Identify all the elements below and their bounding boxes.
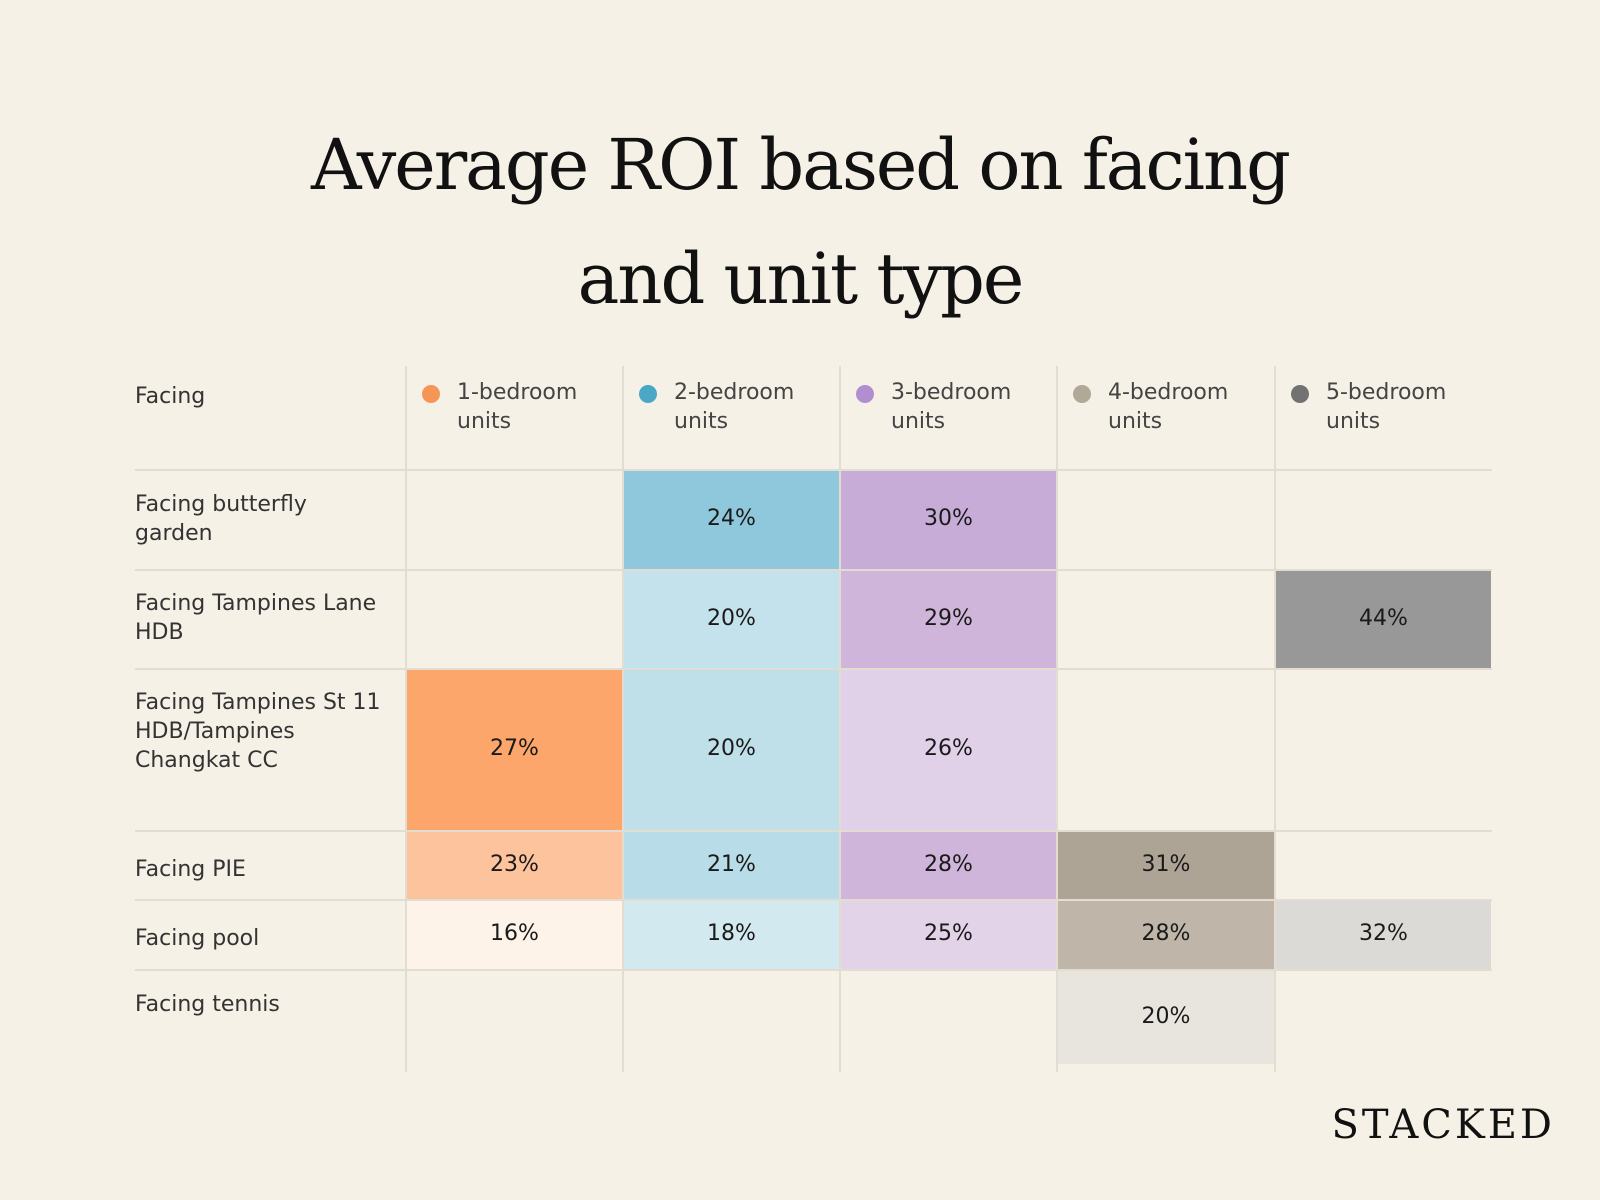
heatmap-cell bbox=[839, 830, 1058, 901]
column-header-label: 4-bedroom units bbox=[1108, 380, 1229, 434]
data-label: 20% bbox=[1141, 1003, 1191, 1029]
row-header-label: Facing bbox=[135, 384, 206, 409]
column-header: 5-bedroom units bbox=[1291, 378, 1506, 436]
column-header-label: 3-bedroom units bbox=[891, 380, 1012, 434]
row-label: Facing pool bbox=[135, 926, 260, 951]
column-header: 2-bedroom units bbox=[639, 378, 854, 436]
column-header-label: 1-bedroom units bbox=[457, 380, 578, 434]
heatmap-cell bbox=[1274, 569, 1493, 670]
data-label: 27% bbox=[490, 736, 539, 761]
row-label: Facing PIE bbox=[135, 857, 246, 882]
column-header: 1-bedroom units bbox=[422, 378, 637, 436]
row-label: Facing butterfly garden bbox=[135, 492, 307, 546]
data-label: 20% bbox=[707, 736, 756, 761]
brand-logo: STACKED bbox=[1331, 1102, 1555, 1148]
heatmap-cell bbox=[622, 899, 841, 971]
row-label: Facing tennis bbox=[135, 992, 280, 1017]
column-header-label: 2-bedroom units bbox=[674, 380, 795, 434]
data-label: 28% bbox=[1141, 921, 1191, 946]
legend-dot-icon bbox=[422, 385, 440, 403]
chart-title-line-2: and unit type bbox=[577, 238, 1025, 320]
legend-dot-icon bbox=[639, 385, 657, 403]
row-label: Facing Tampines Lane HDB bbox=[135, 591, 377, 645]
chart-title: Average ROI based on facing and unit typ… bbox=[0, 108, 1600, 336]
data-label: 29% bbox=[924, 605, 973, 631]
data-label: 28% bbox=[924, 851, 973, 877]
heatmap-cell bbox=[839, 668, 1058, 832]
heatmap-cell bbox=[622, 830, 841, 901]
heatmap-cell bbox=[1274, 899, 1493, 971]
legend-dot-icon bbox=[856, 385, 874, 403]
legend-dot-icon bbox=[1073, 385, 1091, 403]
data-label: 26% bbox=[924, 736, 973, 761]
data-label: 30% bbox=[924, 506, 973, 531]
data-label: 24% bbox=[707, 506, 756, 531]
heatmap-cell bbox=[622, 668, 841, 832]
heatmap-cell bbox=[405, 899, 624, 971]
legend-dot-icon bbox=[1291, 385, 1309, 403]
data-label: 21% bbox=[707, 851, 756, 877]
data-label: 44% bbox=[1359, 605, 1408, 631]
data-label: 25% bbox=[924, 921, 973, 946]
data-label: 16% bbox=[490, 921, 539, 946]
column-header-label: 5-bedroom units bbox=[1326, 380, 1447, 434]
row-label: Facing Tampines St 11 HDB/Tampines Chang… bbox=[135, 690, 381, 773]
data-label: 32% bbox=[1359, 921, 1408, 946]
data-label: 31% bbox=[1141, 851, 1191, 877]
data-label: 20% bbox=[707, 605, 756, 631]
chart-title-line-1: Average ROI based on facing bbox=[311, 124, 1291, 206]
data-label: 23% bbox=[490, 851, 539, 877]
data-label: 18% bbox=[707, 921, 756, 946]
column-header: 3-bedroom units bbox=[856, 378, 1071, 436]
heatmap-cell bbox=[405, 668, 624, 832]
column-header: 4-bedroom units bbox=[1073, 378, 1288, 436]
